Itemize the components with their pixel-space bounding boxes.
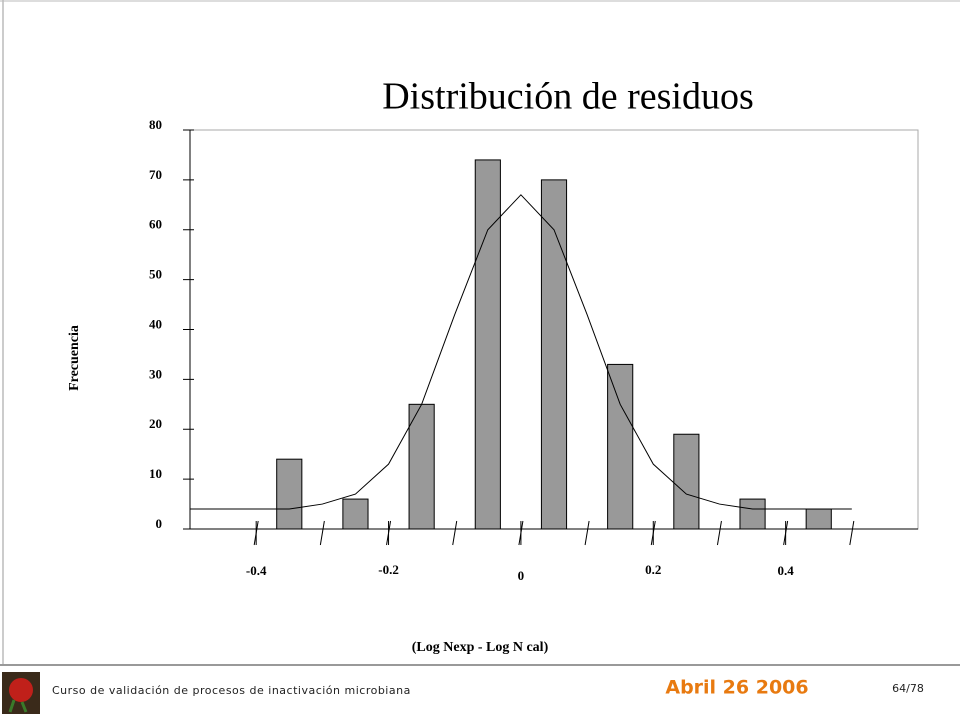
y-axis-label: Frecuencia — [67, 325, 82, 391]
x-bin-tick — [716, 520, 722, 546]
bar — [540, 179, 568, 530]
x-tick-label: -0.4 — [246, 563, 267, 578]
x-bin-tick — [319, 520, 325, 546]
footer-course: Curso de validación de procesos de inact… — [52, 684, 411, 697]
bar — [739, 498, 766, 530]
y-tick-label: 80 — [149, 117, 162, 132]
bar — [673, 433, 700, 530]
y-tick-label: 20 — [149, 416, 162, 431]
y-tick-label: 50 — [149, 267, 162, 282]
x-tick-label: 0 — [518, 568, 525, 583]
x-tick-label: -0.2 — [378, 562, 399, 577]
y-tick-label: 0 — [156, 516, 163, 531]
x-axis-label: (Log Nexp - Log N cal) — [412, 640, 549, 655]
y-tick-label: 40 — [149, 316, 162, 331]
x-bin-tick — [452, 520, 458, 546]
bar — [342, 498, 369, 530]
logo-rose — [9, 678, 33, 702]
footer-date: Abril 26 2006 — [665, 677, 808, 699]
fit-curve — [190, 194, 852, 510]
bar — [474, 159, 501, 530]
y-tick-label: 70 — [149, 167, 162, 182]
x-bin-tick — [849, 520, 855, 546]
x-tick-label: 0.2 — [645, 562, 661, 577]
y-tick-label: 60 — [149, 217, 162, 232]
y-tick-label: 30 — [149, 366, 162, 381]
y-tick-label: 10 — [149, 466, 162, 481]
logo-stem — [8, 699, 28, 713]
x-tick-label: 0.4 — [778, 563, 795, 578]
page-number: 64/78 — [892, 682, 924, 695]
bar — [408, 403, 435, 530]
bar — [607, 363, 634, 530]
chart-title: Distribución de residuos — [382, 76, 754, 118]
bar — [805, 508, 832, 530]
bar — [276, 458, 303, 530]
x-bin-tick — [584, 520, 590, 546]
